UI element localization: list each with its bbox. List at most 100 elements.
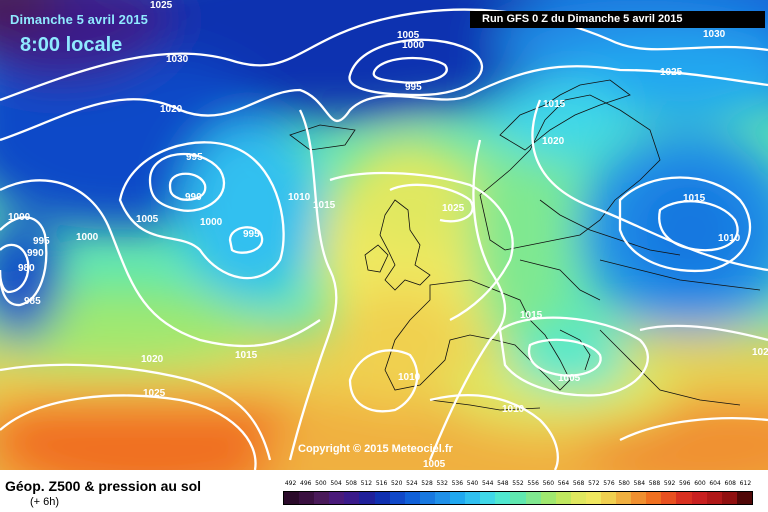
isobar-label: 1015: [235, 350, 258, 361]
color-scale-labels: 492 496 500 504 508 512 516 520 524 528 532 536 540 5…: [283, 480, 753, 490]
scale-label: 596: [679, 480, 691, 487]
isobar-label: 1000: [76, 232, 99, 243]
scale-label: 520: [390, 480, 403, 487]
scale-swatch: [510, 492, 526, 504]
isobar-label: 1000: [402, 40, 425, 51]
scale-swatch: [419, 492, 435, 504]
scale-label: 592: [663, 480, 676, 487]
scale-swatch: [600, 492, 617, 504]
scale-label: 608: [724, 480, 736, 487]
scale-swatch: [706, 492, 722, 504]
scale-swatch: [661, 492, 677, 504]
scale-swatch: [736, 492, 752, 504]
scale-label: 508: [345, 480, 357, 487]
scale-label: 564: [557, 480, 570, 487]
scale-label: 504: [330, 480, 342, 487]
isobar-label: 1025: [660, 67, 683, 78]
isobar-label: 1010: [502, 404, 525, 415]
isobar-label: 1015: [520, 310, 543, 321]
scale-label: 548: [497, 480, 509, 487]
scale-swatch: [676, 492, 692, 504]
color-scale-bar: [283, 491, 753, 505]
scale-label: 540: [466, 480, 479, 487]
chart-title: Géop. Z500 & pression au sol: [5, 478, 202, 494]
isobar-label: 995: [405, 82, 422, 93]
scale-swatch: [314, 492, 330, 504]
isobar-label: 1025: [150, 0, 173, 11]
scale-label: 528: [421, 480, 433, 487]
scale-swatch: [646, 492, 662, 504]
run-info: Run GFS 0 Z du Dimanche 5 avril 2015: [470, 11, 765, 28]
scale-swatch: [389, 492, 405, 504]
scale-label: 580: [618, 480, 630, 487]
isobar-label: 1015: [543, 99, 566, 110]
scale-swatch: [284, 492, 300, 504]
isobar-label: 1030: [166, 54, 189, 65]
scale-swatch: [631, 492, 647, 504]
scale-swatch: [374, 492, 390, 504]
scale-label: 572: [588, 480, 600, 487]
scale-label: 496: [300, 480, 312, 487]
scale-label: 584: [633, 480, 646, 487]
isobar-label: 1015: [683, 193, 706, 204]
isobar-label: 995: [33, 236, 50, 247]
forecast-offset: (+ 6h): [30, 496, 60, 508]
scale-label: 556: [527, 480, 539, 487]
isobar-label: 990: [185, 192, 202, 203]
scale-swatch: [540, 492, 556, 504]
scale-label: 532: [436, 480, 448, 487]
scale-swatch: [616, 492, 632, 504]
scale-swatch: [495, 492, 511, 504]
isobar-lines: [0, 8, 768, 470]
scale-swatch: [691, 492, 707, 504]
scale-swatch: [555, 492, 571, 504]
scale-label: 612: [739, 480, 752, 487]
scale-swatch: [465, 492, 481, 504]
scale-swatch: [404, 492, 420, 504]
scale-swatch: [450, 492, 466, 504]
scale-swatch: [570, 492, 586, 504]
isobar-label: 1005: [397, 30, 420, 41]
scale-label: 588: [648, 480, 661, 487]
isobar-label: 1020: [160, 104, 183, 115]
scale-swatch: [525, 492, 541, 504]
isobar-label: 1010: [718, 233, 741, 244]
isobar-label: 980: [18, 263, 35, 274]
scale-swatch: [344, 492, 360, 504]
scale-swatch: [359, 492, 375, 504]
isobar-label: 995: [186, 152, 203, 163]
scale-label: 552: [512, 480, 524, 487]
chart-local-time: 8:00 locale: [20, 34, 123, 56]
isobar-label: 990: [27, 248, 44, 259]
scale-label: 500: [315, 480, 327, 487]
scale-label: 544: [481, 480, 494, 487]
scale-swatch: [585, 492, 601, 504]
scale-swatch: [480, 492, 496, 504]
isobar-label: 1005: [136, 214, 159, 225]
isobar-label: 995: [243, 229, 260, 240]
isobar-label: 1020: [542, 136, 565, 147]
scale-label: 576: [603, 480, 615, 487]
scale-swatch: [721, 492, 737, 504]
scale-label: 524: [406, 480, 418, 487]
scale-label: 512: [360, 480, 373, 487]
scale-label: 600: [694, 480, 706, 487]
scale-swatch: [329, 492, 345, 504]
scale-label: 492: [284, 480, 297, 487]
isobar-label: 1025: [143, 388, 166, 399]
isobar-label: 1005: [423, 459, 446, 470]
isobar-label: 1000: [200, 217, 223, 228]
scale-label: 516: [375, 480, 388, 487]
isobar-label: 1010: [398, 372, 421, 383]
geopotential-map: 1025 1030 1020 1005 1000 995 1030 1025 1…: [0, 0, 768, 470]
scale-label: 560: [542, 480, 555, 487]
copyright: Copyright © 2015 Meteociel.fr: [298, 443, 453, 455]
scale-swatch: [299, 492, 315, 504]
scale-label: 536: [451, 480, 464, 487]
isobar-label: 1005: [558, 373, 581, 384]
chart-date: Dimanche 5 avril 2015: [10, 12, 148, 27]
isobar-label: 1025: [442, 203, 465, 214]
scale-swatch: [434, 492, 451, 504]
isobar-label: 1000: [8, 212, 31, 223]
